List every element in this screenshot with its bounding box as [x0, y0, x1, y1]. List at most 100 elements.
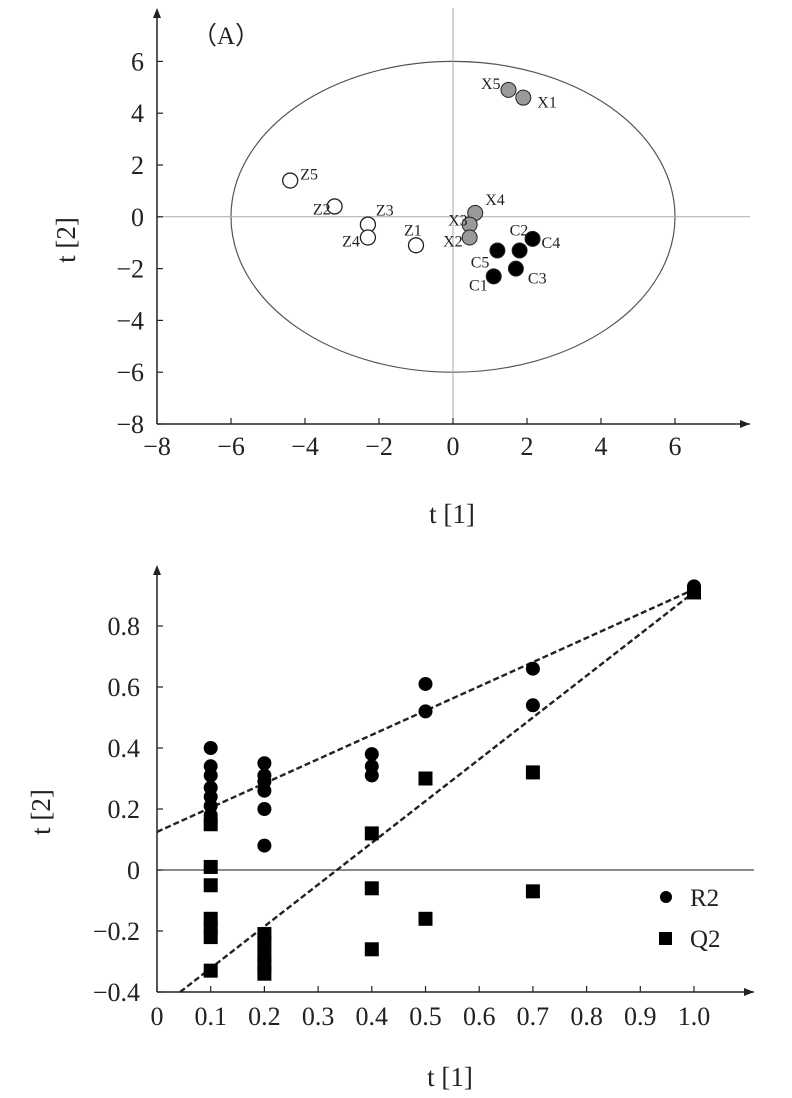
- y-axis-arrow: [153, 8, 161, 18]
- point-x1: [515, 89, 532, 106]
- x-tick-label: 0.6: [463, 1002, 496, 1031]
- x-axis-arrow: [740, 420, 750, 428]
- point-label-c2: C2: [510, 222, 529, 239]
- point-label-z3: Z3: [376, 203, 394, 220]
- r2-point: [257, 802, 272, 816]
- y-tick-label: −6: [116, 358, 144, 387]
- x-tick-label: 0: [151, 1002, 164, 1031]
- point-x2: [461, 229, 478, 246]
- y-tick-label: 0: [127, 856, 140, 885]
- point-z4: [359, 229, 377, 246]
- panel-a-label: （A）: [192, 22, 260, 50]
- q2-point: [203, 930, 218, 945]
- x-tick-label: −6: [217, 432, 245, 461]
- q2-point: [257, 936, 272, 951]
- point-label-x3: X3: [448, 213, 468, 230]
- legend-q2-label: Q2: [690, 926, 721, 953]
- point-c5: [489, 242, 506, 259]
- point-z2: [326, 198, 343, 215]
- point-x5: [500, 81, 517, 98]
- y-axis-arrow: [153, 565, 161, 575]
- q2-point: [418, 771, 433, 786]
- y-tick-label: 2: [131, 151, 144, 180]
- x-tick-label: 0.4: [356, 1002, 389, 1031]
- x-axis-arrow: [744, 988, 754, 996]
- r2-point: [364, 768, 379, 783]
- x-tick-label: 0: [447, 432, 460, 461]
- y-tick-label: −0.2: [93, 917, 140, 946]
- point-label-z2: Z2: [313, 201, 331, 218]
- x-tick-label: 0.2: [248, 1002, 281, 1031]
- point-label-z4: Z4: [342, 234, 360, 251]
- x-tick-label: 0.7: [517, 1002, 550, 1031]
- r2-point: [257, 783, 272, 798]
- panel-b-axes: [153, 565, 754, 996]
- r2-point: [525, 698, 540, 713]
- q2-point: [203, 859, 218, 874]
- point-label-x5: X5: [481, 76, 501, 93]
- q2-point: [203, 878, 218, 893]
- point-c3: [507, 260, 524, 277]
- r2-point: [418, 676, 433, 691]
- y-tick-label: −4: [116, 306, 144, 335]
- x-tick-label: 0.9: [624, 1002, 657, 1031]
- point-c1: [485, 268, 502, 285]
- point-label-x2: X2: [443, 234, 463, 251]
- legend-r2-label: R2: [690, 885, 719, 912]
- panel-b: 0 0.1 0.2 0.3 0.4 0.5 0.6 0.7 0.8 0.9 1.0 −0.4 −0.2 0…: [26, 565, 754, 1092]
- y-tick-label: −2: [116, 255, 144, 284]
- x-tick-label: 1.0: [678, 1002, 711, 1031]
- r2-point: [418, 704, 433, 719]
- y-tick-label: 0.6: [108, 673, 141, 702]
- x-tick-label: −4: [291, 432, 319, 461]
- point-c2: [511, 242, 528, 259]
- x-tick-label: 2: [521, 432, 534, 461]
- regression-line-r2: [156, 588, 695, 833]
- x-tick-label: 0.8: [570, 1002, 603, 1031]
- point-label-c4: C4: [542, 235, 561, 252]
- q2-point: [203, 817, 218, 832]
- r2-point: [525, 661, 540, 676]
- panel-b-ticks: 0 0.1 0.2 0.3 0.4 0.5 0.6 0.7 0.8 0.9 1.0 −0.4 −0.2 0…: [93, 612, 710, 1031]
- panel-a: −8 −6 −4 −2 0 2 4 6 −8 −6 −4 −2 0 2 4 6 Z5 Z2 Z3 Z4 Z1 X5 X1 X…: [51, 8, 750, 529]
- x-tick-label: 0.5: [409, 1002, 442, 1031]
- y-tick-label: 4: [131, 99, 144, 128]
- y-tick-label: 0.2: [108, 795, 141, 824]
- q2-point: [364, 826, 379, 841]
- point-c4: [524, 230, 541, 247]
- regression-lines: [156, 588, 695, 993]
- regression-line-q2: [179, 591, 695, 993]
- x-tick-label: 0.3: [302, 1002, 335, 1031]
- q2-point: [525, 884, 540, 899]
- legend-r2-marker: [660, 891, 672, 903]
- point-label-c1: C1: [469, 277, 488, 294]
- q2-point: [418, 911, 433, 926]
- panel-a-ticks: −8 −6 −4 −2 0 2 4 6 −8 −6 −4 −2 0 2 4 6: [116, 47, 681, 461]
- y-tick-label: 0.4: [108, 734, 141, 763]
- x-tick-label: −2: [365, 432, 393, 461]
- panel-b-points: [203, 579, 701, 981]
- q2-point: [364, 881, 379, 896]
- point-z1: [407, 237, 425, 254]
- y-tick-label: 0.8: [108, 612, 141, 641]
- r2-point: [257, 756, 272, 771]
- point-label-c3: C3: [528, 271, 547, 288]
- r2-point: [257, 838, 272, 853]
- y-tick-label: 0: [131, 203, 144, 232]
- q2-point: [687, 585, 701, 600]
- point-label-z1: Z1: [404, 222, 422, 239]
- q2-point: [364, 942, 379, 957]
- q2-point: [203, 963, 218, 978]
- q2-point: [525, 765, 540, 780]
- panel-b-y-axis-title: t [2]: [26, 789, 56, 835]
- x-tick-label: 0.1: [194, 1002, 227, 1031]
- reference-lines: [157, 8, 750, 424]
- x-tick-label: 6: [669, 432, 682, 461]
- y-tick-label: −0.4: [93, 978, 140, 1007]
- legend: R2 Q2: [659, 885, 721, 953]
- panel-a-y-axis-title: t [2]: [51, 217, 81, 263]
- r2-point: [203, 741, 218, 755]
- point-z5: [282, 172, 299, 189]
- r2-point: [364, 747, 379, 762]
